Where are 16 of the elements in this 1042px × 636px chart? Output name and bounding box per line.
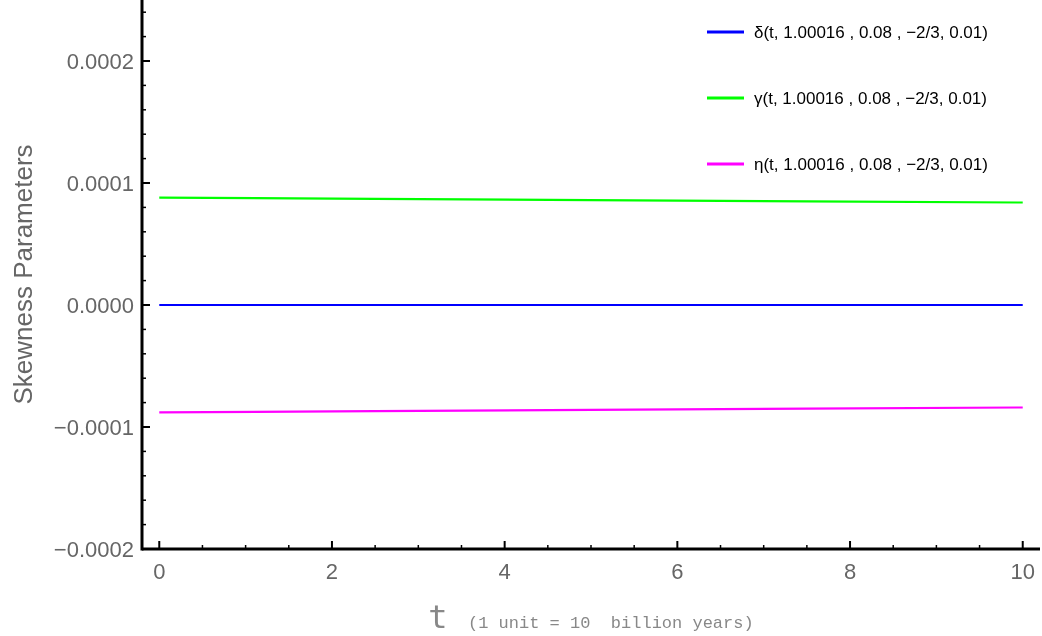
y-tick-label: 0.0000 [66,292,134,318]
legend-label: γ(t, 1.00016 , 0.08 , −2/3, 0.01) [754,88,987,108]
legend-label: η(t, 1.00016 , 0.08 , −2/3, 0.01) [754,154,988,174]
y-tick-label: −0.0001 [53,414,134,440]
x-tick-label: 2 [325,559,339,584]
legend-label: δ(t, 1.00016 , 0.08 , −2/3, 0.01) [754,22,988,42]
x-tick-label: 8 [843,559,857,584]
y-axis-title: Skewness Parameters [8,144,38,405]
x-tick-label: 10 [1010,559,1035,584]
y-tick-label: −0.0002 [53,536,134,562]
x-tick-label: 6 [671,559,684,584]
x-tick-label: 4 [498,559,511,584]
y-tick-label: 0.0002 [66,48,134,74]
x-axis-title: t (1 unit = 10 billion years) [428,598,754,636]
y-tick-label: 0.0001 [66,170,134,196]
x-tick-label: 0 [153,559,166,584]
